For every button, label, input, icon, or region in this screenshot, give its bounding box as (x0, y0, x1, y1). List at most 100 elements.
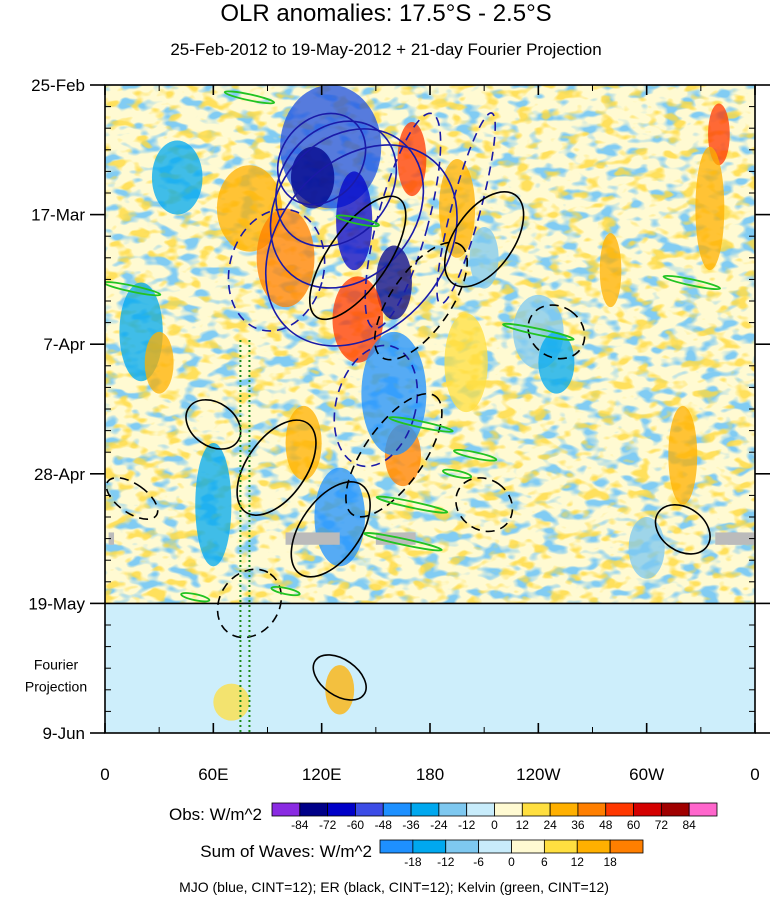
kelvin-contour (375, 495, 449, 514)
anomaly-blob (397, 122, 427, 197)
er-contour (527, 304, 586, 360)
obs-colorbar-swatch (382, 802, 412, 817)
obs-colorbar-swatch (355, 802, 384, 817)
er-contour (455, 477, 514, 533)
anomaly-blob (628, 517, 665, 579)
obs-colorbar-label: 60 (627, 818, 641, 832)
mjo-contour (227, 208, 326, 332)
anomaly-blob (195, 442, 232, 567)
wave-contours (105, 90, 721, 733)
chart-subtitle: 25-Feb-2012 to 19-May-2012 + 21-day Four… (170, 40, 602, 59)
xtick-label: 60W (629, 765, 664, 784)
obs-colorbar-swatch (494, 802, 523, 817)
xtick-label: 60E (198, 765, 228, 784)
anomaly-blob (695, 146, 725, 271)
kelvin-contour (442, 468, 473, 479)
xtick-label: 120W (516, 765, 560, 784)
er-contour (312, 654, 367, 701)
obs-colorbar-swatch (466, 802, 495, 817)
mjo-contour (364, 112, 442, 330)
obs-colorbar-swatch (410, 802, 440, 817)
obs-colorbar-label: 36 (571, 818, 585, 832)
waves-colorbar-label: -6 (473, 855, 484, 869)
er-contour (345, 392, 443, 518)
kelvin-contour (363, 532, 443, 552)
kelvin-contour (662, 274, 721, 291)
anomaly-blob (256, 208, 315, 308)
obs-colorbar-swatch (605, 802, 634, 817)
obs-colorbar-swatch (660, 802, 690, 817)
waves-colorbar-title: Sum of Waves: W/m^2 (200, 842, 372, 861)
missing-data-bar (108, 532, 115, 545)
er-contour (443, 190, 525, 288)
obs-colorbar-swatch (688, 802, 718, 817)
ytick-label: 7-Apr (43, 335, 85, 354)
colorbars: -84 -72 -60 -48 -36 -24 -12 0 12 24 36 48 60 72 84Obs:… (169, 802, 718, 869)
obs-colorbar-label: -72 (319, 818, 337, 832)
anomaly-blob (375, 245, 412, 320)
anomaly-blob (336, 171, 373, 271)
waves-colorbar-swatch (412, 839, 447, 854)
mjo-contour (333, 344, 419, 468)
anomaly-blob (469, 226, 499, 289)
obs-colorbar-swatch (577, 802, 607, 817)
anomaly-blob (213, 683, 250, 721)
projection-background (105, 603, 755, 733)
obs-colorbar-label: -36 (402, 818, 420, 832)
er-contour (373, 241, 469, 361)
ytick-label: 17-Mar (31, 206, 85, 225)
waves-colorbar-swatch (478, 839, 512, 854)
anomaly-blob (332, 276, 384, 363)
missing-data-bar (727, 532, 755, 545)
obs-colorbar-label: 24 (543, 818, 557, 832)
obs-colorbar-label: -12 (458, 818, 476, 832)
xtick-label: 0 (100, 765, 109, 784)
waves-colorbar-swatch (543, 839, 578, 854)
kelvin-contour (180, 592, 211, 603)
ytick-label: 25-Feb (31, 76, 85, 95)
obs-colorbar-swatch (327, 802, 356, 817)
chart-title: OLR anomalies: 17.5°S - 2.5°S (220, 0, 552, 27)
anomaly-blob (444, 313, 488, 413)
er-contour (105, 476, 159, 520)
anomaly-blob (538, 331, 575, 394)
xtick-label: 0 (750, 765, 759, 784)
waves-colorbar-label: -18 (404, 855, 422, 869)
obs-colorbar-swatch (521, 802, 551, 817)
obs-colorbar-label: -24 (430, 818, 448, 832)
waves-colorbar-swatch (576, 839, 611, 854)
waves-colorbar-swatch (445, 839, 480, 854)
olr-field (105, 85, 755, 733)
anomaly-blob (325, 665, 355, 715)
waves-colorbar-swatch (511, 839, 545, 854)
waves-colorbar-label: 18 (603, 855, 617, 869)
ytick-label: 28-Apr (34, 465, 85, 484)
mjo-contour (264, 144, 458, 347)
kelvin-contour (335, 214, 380, 228)
ytick-label: 19-May (28, 594, 85, 613)
kelvin-contour (502, 322, 575, 341)
mjo-contour (436, 112, 497, 305)
mjo-contour (269, 128, 425, 289)
obs-colorbar-label: 12 (516, 818, 530, 832)
xtick-label: 120E (302, 765, 342, 784)
anomaly-blob (361, 331, 427, 456)
obs-colorbar-swatch (299, 802, 329, 817)
waves-colorbar-label: 12 (571, 855, 585, 869)
waves-colorbar-label: 6 (541, 855, 548, 869)
anomaly-blob (144, 331, 174, 394)
er-contour (308, 195, 407, 321)
kelvin-contour (270, 585, 301, 597)
obs-colorbar-swatch (549, 802, 579, 817)
axes: 25-Feb 17-Mar 7-Apr 28-Apr 19-May 9-Jun 0 60E 12… (25, 76, 770, 784)
obs-colorbar-title: Obs: W/m^2 (169, 805, 262, 824)
anomaly-blob (599, 233, 622, 308)
obs-colorbar-label: -60 (347, 818, 365, 832)
waves-colorbar-label: -12 (437, 855, 455, 869)
ytick-label: 9-Jun (42, 724, 85, 743)
waves-colorbar-swatch (609, 839, 644, 854)
kelvin-contour (105, 281, 162, 297)
obs-colorbar-label: 48 (599, 818, 613, 832)
er-contour (185, 399, 242, 450)
